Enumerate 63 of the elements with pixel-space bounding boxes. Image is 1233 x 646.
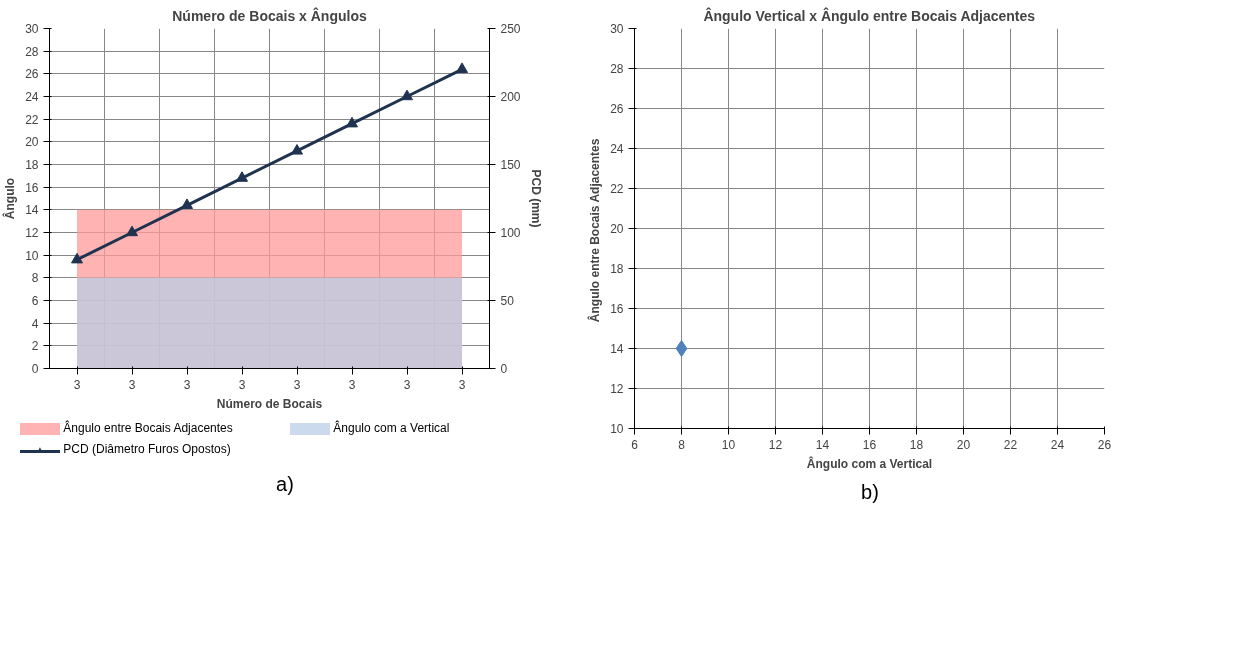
chart-title: Número de Bocais x Ângulos [172,6,367,24]
y-tick-label: 28 [610,62,624,76]
y-tick-label: 22 [610,182,624,196]
x-tick-label: 12 [768,437,783,452]
y-tick-label: 16 [610,302,624,316]
y2-tick-label: 250 [500,22,521,36]
x-tick-label: 8 [678,437,686,452]
x-tick-label: 18 [909,437,924,452]
x-axis-title: Número de Bocais [216,396,323,411]
y-tick-label: 24 [610,142,624,156]
x-tick-label: 3 [183,377,191,392]
x-axis-title: Ângulo com a Vertical [806,455,933,471]
y-tick-label: 4 [31,316,39,331]
y-tick-label: 20 [610,222,624,236]
y2-tick-label: 150 [500,158,521,172]
y-tick-label: 10 [610,422,624,436]
y-tick-label: 14 [25,203,39,218]
text: a) [276,472,294,498]
x-tick-label: 3 [293,377,301,392]
x-tick-label: 16 [862,437,877,452]
y-tick-label: 26 [610,102,624,116]
y-tick-label: 30 [25,22,39,36]
y-tick-label: 2 [31,339,39,354]
y2-tick-label: 200 [500,90,521,104]
y-tick-label: 14 [610,342,624,356]
legend-label: PCD (Diâmetro Furos Opostos) [63,442,231,457]
x-tick-label: 3 [73,377,81,392]
x-tick-label: 3 [403,377,411,392]
y-tick-label: 8 [31,271,39,286]
y-tick-label: 28 [25,44,39,59]
x-tick-label: 3 [348,377,356,392]
y-tick-label: 30 [610,22,624,36]
y-axis-title: Ângulo entre Bocais Adjacentes [587,138,603,323]
x-tick-label: 6 [631,437,639,452]
y-tick-label: 22 [25,112,39,127]
y-tick-label: 24 [25,90,39,104]
y2-axis-title: PCD (mm) [528,169,543,228]
y2-tick-label: 0 [500,362,508,376]
x-tick-label: 3 [238,377,246,392]
y2-tick-label: 50 [500,294,515,308]
x-tick-label: 20 [956,437,971,452]
y-tick-label: 16 [25,180,39,195]
y-tick-label: 0 [31,362,39,376]
chart-title: Ângulo Vertical x Ângulo entre Bocais Adjacentes [703,6,1036,24]
x-tick-label: 3 [458,377,466,392]
legend-label: Ângulo com a Vertical [333,421,450,435]
y-tick-label: 12 [25,226,39,240]
y-tick-label: 18 [25,158,39,172]
x-tick-label: 22 [1003,437,1018,452]
x-tick-label: 26 [1097,437,1112,452]
legend-label: Ângulo entre Bocais Adjacentes [63,421,233,435]
y-tick-label: 6 [31,294,39,308]
x-tick-label: 10 [721,437,736,452]
x-tick-label: 24 [1050,437,1065,452]
y-tick-label: 10 [25,248,39,263]
y-tick-label: 20 [25,135,39,150]
y-tick-label: 26 [25,67,39,82]
text: b) [861,480,879,505]
y-tick-label: 18 [610,262,624,276]
y2-tick-label: 100 [500,226,521,240]
x-tick-label: 3 [128,377,136,392]
y-axis-title: Ângulo [2,177,18,220]
x-tick-label: 14 [815,437,830,452]
